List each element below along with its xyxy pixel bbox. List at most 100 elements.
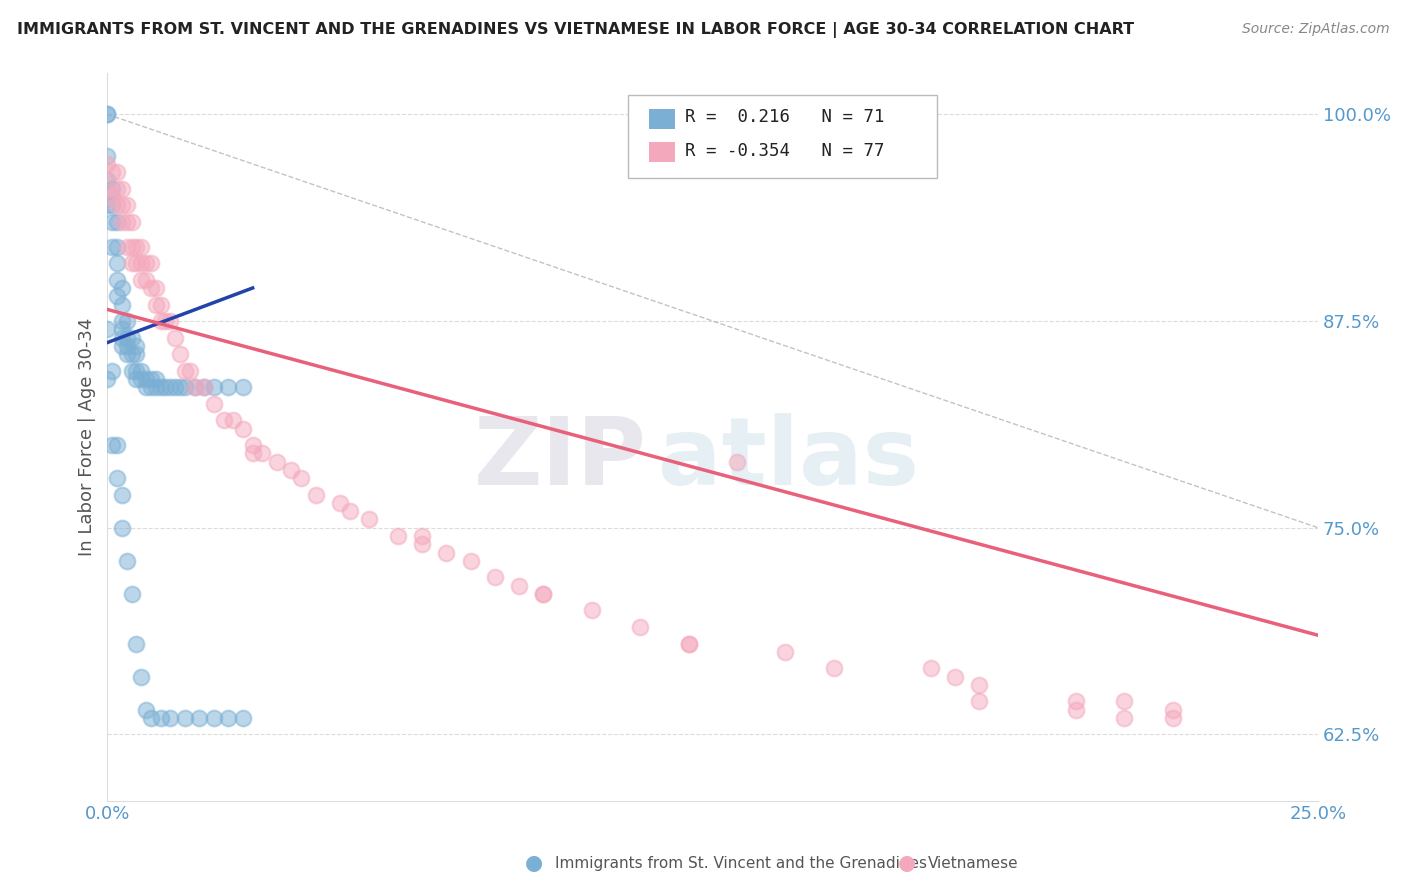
Point — [920, 661, 942, 675]
Point — [111, 314, 134, 328]
Point — [121, 330, 143, 344]
FancyBboxPatch shape — [648, 142, 675, 162]
Point — [266, 454, 288, 468]
Point — [1161, 711, 1184, 725]
Point — [129, 364, 152, 378]
Point — [111, 182, 134, 196]
Point — [111, 281, 134, 295]
Point — [139, 711, 162, 725]
Point — [129, 273, 152, 287]
Point — [105, 289, 128, 303]
Point — [628, 620, 651, 634]
Text: R =  0.216   N = 71: R = 0.216 N = 71 — [685, 108, 884, 126]
Point — [357, 512, 380, 526]
Point — [232, 380, 254, 394]
Point — [173, 364, 195, 378]
Point — [242, 446, 264, 460]
Text: ●: ● — [898, 854, 915, 873]
Point — [121, 239, 143, 253]
Point — [531, 587, 554, 601]
Point — [105, 165, 128, 179]
Point — [101, 198, 124, 212]
Point — [111, 488, 134, 502]
Point — [105, 215, 128, 229]
Point — [145, 372, 167, 386]
Point — [1064, 703, 1087, 717]
Point — [125, 239, 148, 253]
Point — [125, 339, 148, 353]
Point — [115, 215, 138, 229]
Point — [725, 454, 748, 468]
Point — [508, 579, 530, 593]
Point — [232, 711, 254, 725]
Point — [115, 554, 138, 568]
Point — [280, 463, 302, 477]
Point — [169, 380, 191, 394]
Point — [159, 314, 181, 328]
Point — [96, 107, 118, 121]
Point — [387, 529, 409, 543]
Text: IMMIGRANTS FROM ST. VINCENT AND THE GRENADINES VS VIETNAMESE IN LABOR FORCE | AG: IMMIGRANTS FROM ST. VINCENT AND THE GREN… — [17, 22, 1135, 38]
Point — [188, 711, 211, 725]
FancyBboxPatch shape — [628, 95, 936, 178]
Point — [484, 570, 506, 584]
Point — [145, 281, 167, 295]
Point — [96, 173, 118, 187]
Point — [135, 256, 157, 270]
Point — [145, 380, 167, 394]
Point — [329, 496, 352, 510]
Text: ZIP: ZIP — [474, 413, 647, 505]
Point — [1161, 703, 1184, 717]
Point — [149, 314, 172, 328]
Point — [121, 364, 143, 378]
Text: Immigrants from St. Vincent and the Grenadines: Immigrants from St. Vincent and the Gren… — [555, 856, 928, 871]
Point — [125, 256, 148, 270]
Point — [105, 239, 128, 253]
Point — [111, 297, 134, 311]
Point — [159, 380, 181, 394]
Point — [252, 446, 274, 460]
Point — [111, 330, 134, 344]
Point — [202, 380, 225, 394]
Point — [775, 645, 797, 659]
Point — [135, 273, 157, 287]
Point — [139, 380, 162, 394]
Point — [111, 322, 134, 336]
Point — [115, 339, 138, 353]
Point — [96, 107, 118, 121]
Point — [212, 413, 235, 427]
Point — [139, 256, 162, 270]
Point — [678, 636, 700, 650]
Point — [96, 149, 118, 163]
Point — [169, 347, 191, 361]
Point — [125, 636, 148, 650]
Point — [111, 521, 134, 535]
Point — [111, 215, 134, 229]
Point — [121, 256, 143, 270]
Point — [96, 182, 118, 196]
Point — [111, 339, 134, 353]
Point — [105, 438, 128, 452]
Point — [105, 198, 128, 212]
Point — [149, 380, 172, 394]
Point — [183, 380, 205, 394]
Point — [101, 182, 124, 196]
Point — [155, 314, 177, 328]
Text: R = -0.354   N = 77: R = -0.354 N = 77 — [685, 142, 884, 160]
Point — [129, 372, 152, 386]
Point — [129, 256, 152, 270]
Point — [411, 529, 433, 543]
Point — [943, 670, 966, 684]
Point — [242, 438, 264, 452]
Point — [202, 397, 225, 411]
Point — [121, 215, 143, 229]
Point — [1064, 694, 1087, 708]
Point — [125, 347, 148, 361]
Text: Vietnamese: Vietnamese — [928, 856, 1018, 871]
Point — [155, 380, 177, 394]
Point — [159, 711, 181, 725]
Point — [115, 198, 138, 212]
Point — [96, 322, 118, 336]
Point — [531, 587, 554, 601]
Point — [222, 413, 245, 427]
